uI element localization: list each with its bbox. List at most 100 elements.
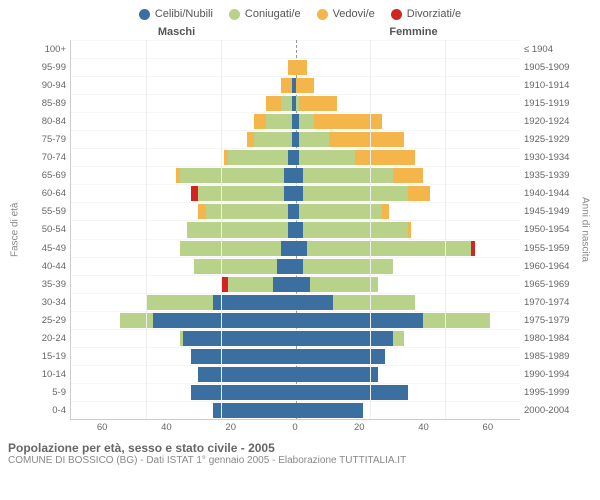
x-tick: 60 bbox=[70, 422, 134, 433]
age-tick: 10-14 bbox=[22, 366, 66, 384]
birth-tick: 1950-1954 bbox=[524, 221, 578, 239]
x-tick: 60 bbox=[456, 422, 520, 433]
x-tick: 40 bbox=[134, 422, 198, 433]
bar-female bbox=[296, 168, 521, 183]
bar-female bbox=[296, 349, 521, 364]
x-tick: 20 bbox=[199, 422, 263, 433]
bar-segment bbox=[299, 150, 355, 165]
bar-female bbox=[296, 331, 521, 346]
birth-tick: 1945-1949 bbox=[524, 203, 578, 221]
bar-male bbox=[71, 403, 296, 418]
bar-male bbox=[71, 204, 296, 219]
bar-female bbox=[296, 259, 521, 274]
bar-segment bbox=[296, 222, 303, 237]
bar-segment bbox=[471, 241, 475, 256]
bar-segment bbox=[307, 241, 472, 256]
bar-segment bbox=[408, 186, 430, 201]
bar-segment bbox=[281, 96, 292, 111]
age-tick: 35-39 bbox=[22, 275, 66, 293]
bar-segment bbox=[408, 222, 412, 237]
birth-tick: 1955-1959 bbox=[524, 239, 578, 257]
table-row bbox=[71, 239, 520, 257]
gender-labels: Maschi Femmine bbox=[8, 26, 592, 38]
table-row bbox=[71, 293, 520, 311]
bar-segment bbox=[329, 132, 404, 147]
chart-title: Popolazione per età, sesso e stato civil… bbox=[8, 441, 592, 455]
bar-male bbox=[71, 60, 296, 75]
birth-tick: 1995-1999 bbox=[524, 384, 578, 402]
bar-male bbox=[71, 150, 296, 165]
bar-segment bbox=[423, 313, 490, 328]
table-row bbox=[71, 40, 520, 58]
bar-segment bbox=[303, 259, 393, 274]
table-row bbox=[71, 329, 520, 347]
bar-segment bbox=[296, 367, 378, 382]
bar-male bbox=[71, 42, 296, 57]
age-tick: 60-64 bbox=[22, 185, 66, 203]
table-row bbox=[71, 58, 520, 76]
bar-segment bbox=[284, 168, 295, 183]
birth-tick: 1990-1994 bbox=[524, 366, 578, 384]
bar-female bbox=[296, 403, 521, 418]
bar-rows bbox=[71, 40, 520, 419]
bar-male bbox=[71, 331, 296, 346]
table-row bbox=[71, 166, 520, 184]
bar-segment bbox=[355, 150, 415, 165]
birth-tick: 1980-1984 bbox=[524, 330, 578, 348]
table-row bbox=[71, 202, 520, 220]
bar-male bbox=[71, 277, 296, 292]
bar-segment bbox=[191, 385, 296, 400]
bar-segment bbox=[296, 313, 423, 328]
bar-segment bbox=[299, 132, 329, 147]
bar-segment bbox=[228, 277, 273, 292]
birth-tick: 1960-1964 bbox=[524, 257, 578, 275]
bar-segment bbox=[393, 168, 423, 183]
bar-segment bbox=[314, 114, 381, 129]
birth-tick: 1930-1934 bbox=[524, 149, 578, 167]
age-tick: 95-99 bbox=[22, 58, 66, 76]
bar-segment bbox=[296, 168, 303, 183]
bar-segment bbox=[296, 186, 303, 201]
age-tick: 55-59 bbox=[22, 203, 66, 221]
bar-female bbox=[296, 385, 521, 400]
bar-male bbox=[71, 186, 296, 201]
bar-female bbox=[296, 132, 521, 147]
legend-item: Celibi/Nubili bbox=[139, 8, 213, 20]
bar-female bbox=[296, 295, 521, 310]
birth-tick: 1935-1939 bbox=[524, 167, 578, 185]
bar-segment bbox=[120, 313, 154, 328]
bar-segment bbox=[296, 241, 307, 256]
bar-segment bbox=[284, 186, 295, 201]
bar-female bbox=[296, 96, 521, 111]
age-tick: 70-74 bbox=[22, 149, 66, 167]
bar-segment bbox=[198, 367, 295, 382]
legend-dot bbox=[391, 9, 402, 20]
legend-label: Coniugati/e bbox=[245, 8, 301, 20]
table-row bbox=[71, 148, 520, 166]
bar-segment bbox=[296, 385, 408, 400]
age-tick: 45-49 bbox=[22, 239, 66, 257]
bar-segment bbox=[393, 331, 404, 346]
age-tick: 100+ bbox=[22, 40, 66, 58]
x-tick: 40 bbox=[391, 422, 455, 433]
bar-female bbox=[296, 78, 521, 93]
bar-segment bbox=[183, 331, 295, 346]
table-row bbox=[71, 94, 520, 112]
age-tick: 20-24 bbox=[22, 330, 66, 348]
bar-male bbox=[71, 313, 296, 328]
bar-segment bbox=[187, 222, 288, 237]
bar-segment bbox=[281, 78, 292, 93]
bar-female bbox=[296, 150, 521, 165]
age-tick: 15-19 bbox=[22, 348, 66, 366]
y-axis-title-right: Anni di nascita bbox=[578, 40, 592, 420]
bar-male bbox=[71, 96, 296, 111]
bar-male bbox=[71, 367, 296, 382]
bar-male bbox=[71, 349, 296, 364]
legend-dot bbox=[229, 9, 240, 20]
bar-segment bbox=[310, 277, 377, 292]
birth-tick: 2000-2004 bbox=[524, 402, 578, 420]
bar-female bbox=[296, 186, 521, 201]
age-tick: 50-54 bbox=[22, 221, 66, 239]
gridline bbox=[146, 40, 147, 419]
y-axis-right: ≤ 19041905-19091910-19141915-19191920-19… bbox=[520, 40, 578, 420]
